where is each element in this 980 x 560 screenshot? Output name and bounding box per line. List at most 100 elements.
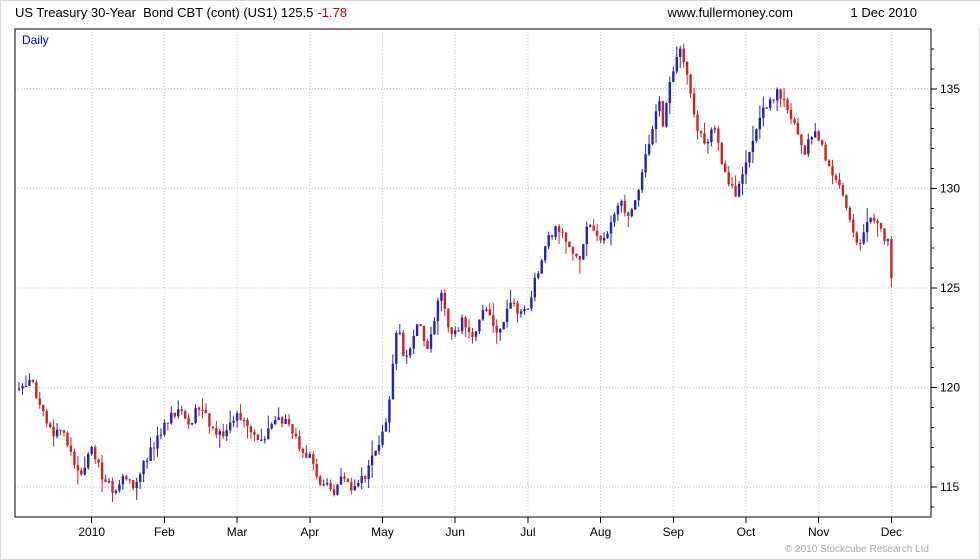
candle-body (211, 426, 215, 429)
candle-body (737, 183, 741, 197)
candle-body (381, 431, 384, 445)
candle-body (879, 222, 883, 229)
candle-body (706, 142, 710, 144)
candle-body (336, 484, 339, 495)
candle-body (457, 330, 460, 332)
candle-body (699, 130, 703, 134)
candle-body (433, 321, 436, 335)
candle-body (135, 482, 138, 489)
candle-body (540, 260, 543, 274)
candle-body (689, 74, 692, 94)
candle-body (589, 225, 592, 227)
x-axis-label: Mar (227, 525, 248, 539)
candle-body (630, 209, 633, 217)
candle-body (94, 447, 97, 460)
candle-body (478, 319, 481, 332)
candle-body (443, 292, 446, 309)
y-axis-label: 125 (940, 281, 960, 295)
x-axis-label: 2010 (78, 525, 105, 539)
candle-body (402, 332, 405, 356)
candle-body (876, 220, 879, 223)
candle-body (862, 232, 865, 244)
candle-body (734, 185, 737, 197)
candle-body (488, 309, 491, 316)
candle-body (824, 144, 827, 161)
candle-body (80, 470, 83, 475)
candle-body (623, 201, 626, 213)
candle-body (800, 134, 803, 146)
candle-body (100, 462, 104, 480)
candle-body (125, 476, 128, 480)
candle-body (232, 420, 235, 423)
candle-body (121, 476, 125, 485)
candle-body (481, 310, 485, 320)
candle-body (42, 404, 45, 412)
candle-body (703, 133, 706, 144)
candle-body (343, 476, 346, 479)
candle-body (339, 476, 343, 485)
candle-body (848, 207, 852, 220)
candle-body (298, 436, 301, 449)
candle-body (225, 430, 228, 437)
candle-body (315, 463, 318, 477)
candle-body (731, 184, 734, 186)
candle-body (724, 163, 727, 173)
candle-body (841, 185, 845, 196)
candle-body (492, 315, 495, 326)
candle-body (464, 317, 467, 328)
candle-body (654, 111, 658, 129)
candle-body (329, 482, 332, 490)
candle-body (301, 448, 305, 453)
candle-body (831, 166, 834, 176)
candle-body (256, 434, 260, 440)
candle-body (291, 424, 294, 434)
candle-body (350, 482, 353, 491)
candle-body (720, 142, 723, 164)
candle-body (177, 409, 180, 417)
candle-body (838, 179, 841, 186)
candle-body (793, 119, 796, 123)
candle-body (31, 380, 34, 383)
candle-body (620, 201, 623, 206)
candle-body (274, 420, 277, 425)
candle-body (270, 424, 273, 429)
candle-body (845, 195, 848, 208)
candle-body (229, 422, 232, 431)
candle-body (509, 302, 512, 309)
candle-body (90, 447, 93, 454)
candle-body (73, 451, 76, 466)
x-axis-label: Sep (663, 525, 685, 539)
candle-body (357, 483, 360, 487)
candle-body (658, 101, 661, 112)
candle-body (377, 444, 381, 451)
candle-body (66, 432, 69, 446)
candle-body (883, 228, 886, 242)
candle-body (450, 327, 453, 334)
candle-body (817, 131, 820, 141)
candle-body (727, 172, 730, 185)
candle-body (422, 325, 426, 341)
candle-body (69, 445, 73, 452)
candle-body (277, 417, 280, 420)
candle-body (762, 107, 765, 118)
x-axis-label: Feb (154, 525, 175, 539)
candle-body (679, 48, 682, 57)
candle-body (156, 435, 159, 449)
candle-body (644, 154, 647, 173)
candle-body (201, 409, 204, 411)
candle-body (38, 398, 41, 405)
candle-body (280, 417, 284, 424)
y-axis-label: 120 (940, 381, 960, 395)
candle-body (592, 225, 595, 231)
candle-body (184, 411, 187, 419)
candle-body (571, 247, 575, 254)
candle-body (467, 327, 471, 333)
candle-body (717, 128, 720, 143)
candle-body (637, 190, 640, 201)
candle-body (886, 239, 890, 242)
candle-body (97, 459, 100, 463)
candle-body (55, 429, 59, 437)
candle-body (765, 107, 768, 109)
candle-body (772, 99, 775, 101)
